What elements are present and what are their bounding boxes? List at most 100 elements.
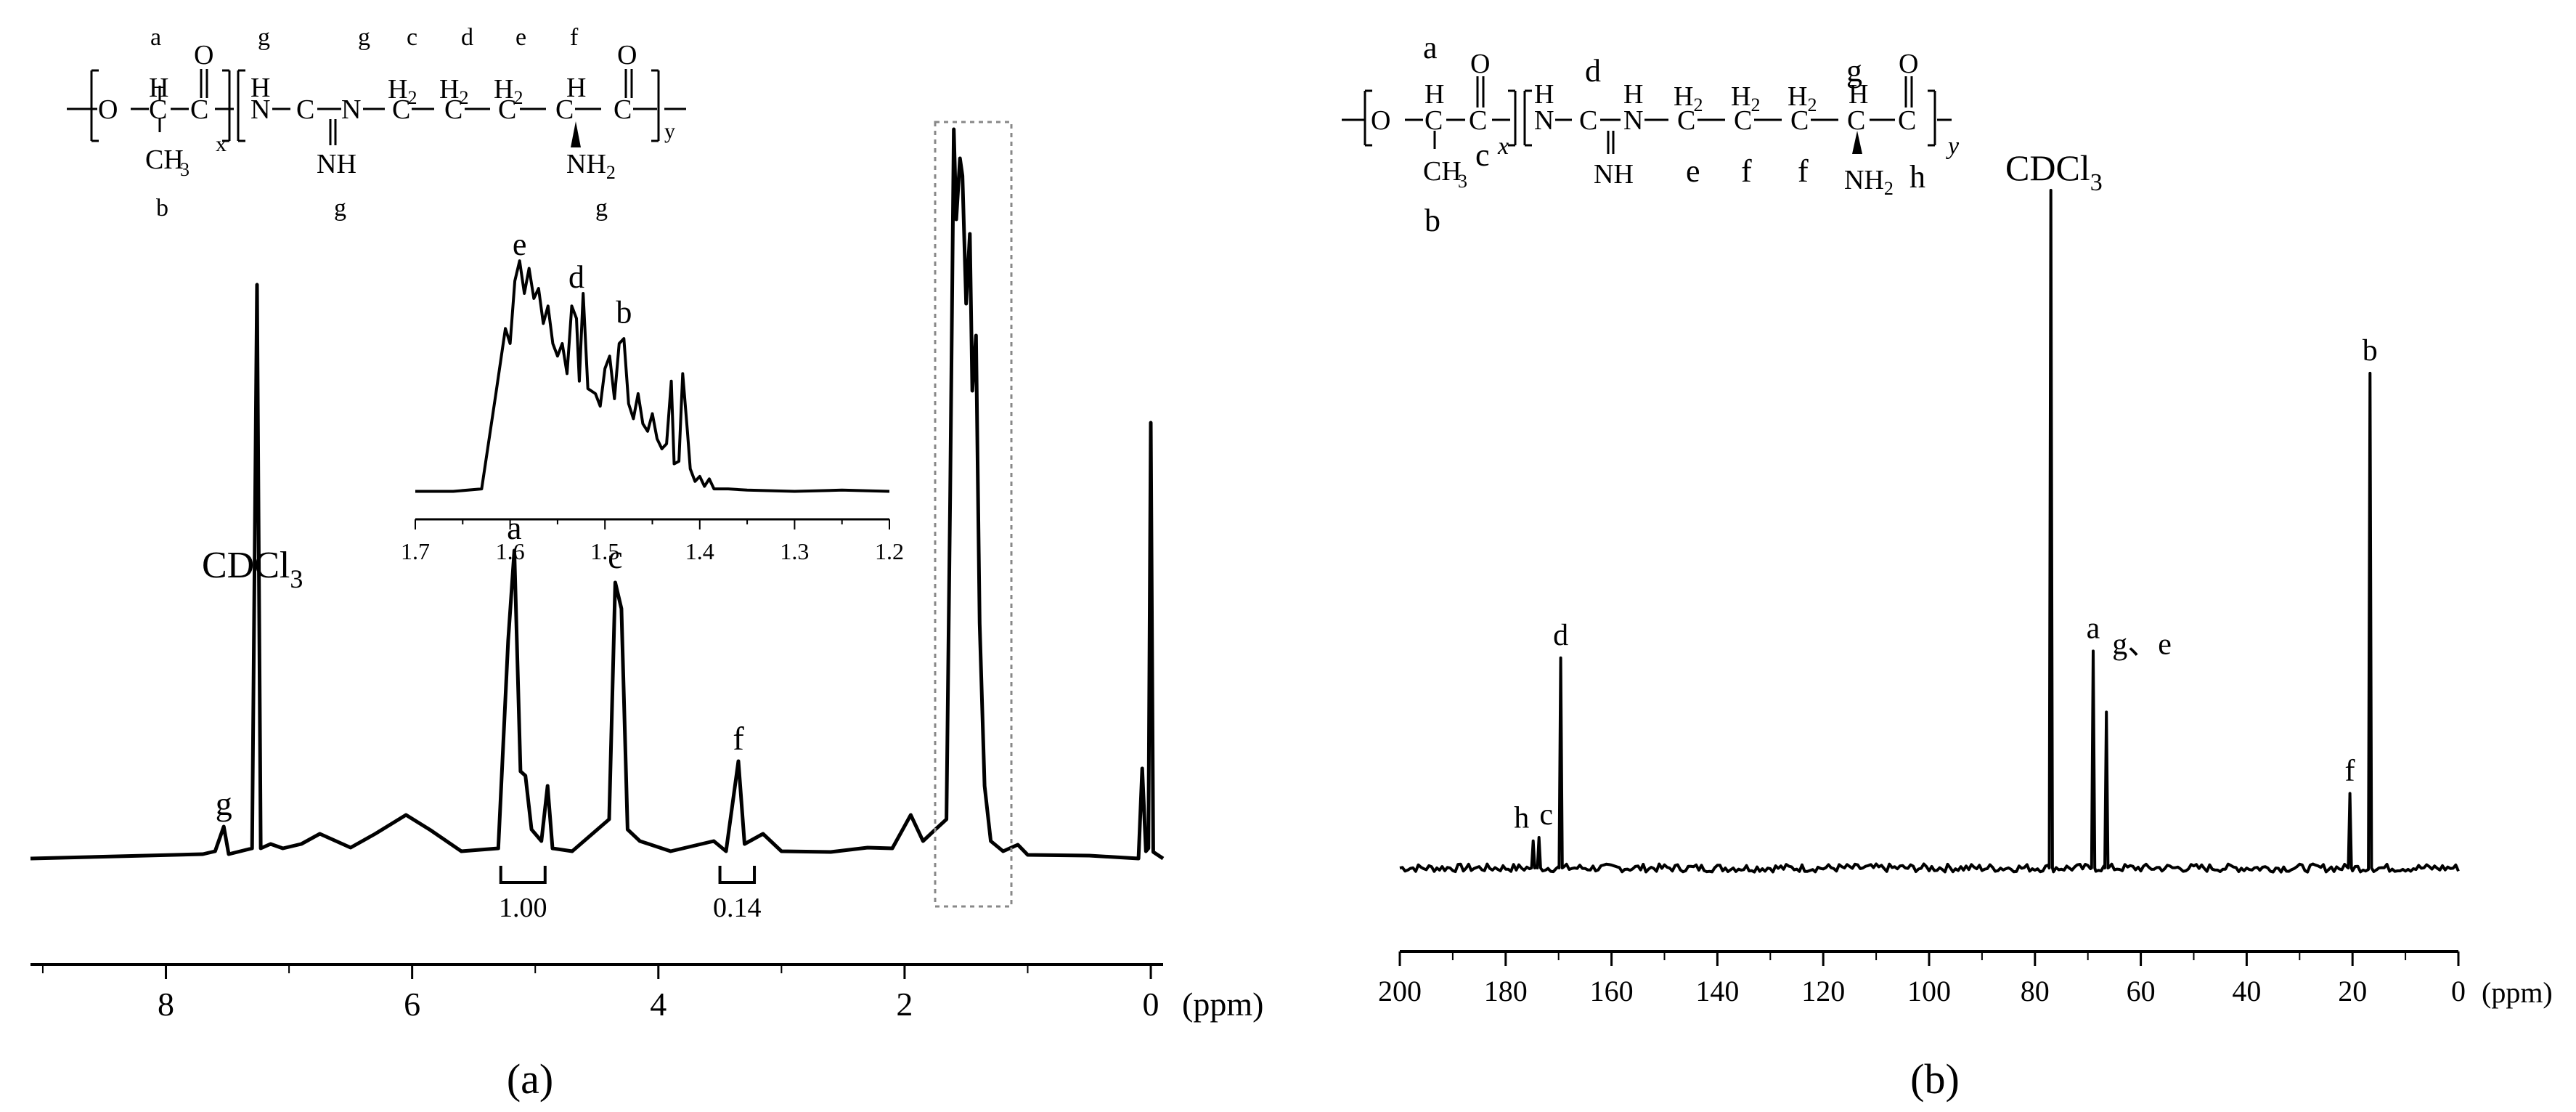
panel-a-atom-c: C [614, 94, 632, 125]
panel-b-atom-c: C [1469, 105, 1487, 136]
panel-b-h2-3: H2 [1788, 81, 1817, 115]
panel-b-tick-label: 120 [1801, 975, 1845, 1007]
panel-b-atom-n: N [1623, 105, 1643, 136]
panel-a-atom-c: C [149, 94, 167, 125]
panel-a-inset-spectrum-line [415, 259, 890, 493]
panel-a-inset: 1.7 1.6 1.5 1.4 1.3 1.2 e db [401, 227, 904, 564]
panel-a-h2-3: H2 [494, 74, 523, 108]
panel-b-ch3-sub: 3 [1458, 171, 1467, 192]
panel-a-integrals: 1.00 0.14 [499, 866, 762, 923]
panel-b-atom-o: O [1371, 105, 1390, 136]
panel-a-inset-peak-label-e: e [513, 227, 527, 262]
panel-b-peak-label: f [2345, 754, 2355, 787]
panel-a-nh: NH [317, 149, 356, 179]
panel-a-h2-1: H2 [388, 74, 417, 108]
panel-a-h2-2: H2 [439, 74, 468, 108]
panel-b-atom-o: O [1899, 49, 1918, 79]
panel-a-label-e: e [515, 24, 526, 51]
panel-a-wedge-bond [571, 121, 581, 147]
panel-a-structure-lines [67, 69, 686, 145]
panel-a-label-g: g [334, 195, 346, 222]
panel-b-tick-label: 0 [2451, 975, 2466, 1007]
panel-b-peak-label: a [2087, 612, 2100, 645]
panel-b-tick-label: 100 [1907, 975, 1951, 1007]
panel-a-nh2: NH2 [566, 149, 616, 183]
panel-b-atom-n: N [1534, 105, 1554, 136]
panel-a-atom-c: C [555, 94, 574, 125]
panel-b-atom-c: C [1898, 105, 1916, 136]
panel-b-tick-label: 180 [1484, 975, 1528, 1007]
panel-b-peak-labels: h c d a g、e f b [1514, 334, 2378, 835]
panel-a-tick-label: 8 [158, 986, 174, 1023]
panel-a-inset-peak-label-d: d [568, 259, 584, 295]
panel-a-panel-label: (a) [507, 1055, 553, 1103]
panel-b-y-subscript: y [1946, 133, 1960, 160]
panel-a-integral-bracket [718, 866, 757, 884]
panel-b-nh: NH [1594, 159, 1634, 190]
panel-a-tick-label: 4 [650, 986, 667, 1023]
panel-b-chemical-structure: O H C C O CH 3 x H N C NH H N H2 C H2 C … [1342, 30, 1960, 238]
panel-b-atom-c: C [1790, 105, 1809, 136]
panel-b-tick-label: 20 [2338, 975, 2367, 1007]
panel-b-spectrum-line [1399, 189, 2460, 874]
panel-b-atom-c: C [1847, 105, 1865, 136]
panel-a-inset-tick-label: 1.3 [780, 538, 809, 564]
panel-b-label-f: f [1741, 153, 1752, 189]
panel-b-13c-nmr: O H C C O CH 3 x H N C NH H N H2 C H2 C … [1342, 30, 2553, 1103]
panel-a-atom-c: C [190, 94, 208, 125]
panel-b-peak-label: d [1553, 619, 1568, 652]
panel-a-label-g: g [258, 24, 270, 51]
panel-a-ch3: CH [145, 145, 184, 175]
panel-a-cdcl3-label: CDCl3 [202, 545, 303, 593]
panel-b-atom-c: C [1579, 105, 1597, 136]
panel-a-x-ticks: 8 6 4 2 0 [41, 965, 1159, 1023]
panel-b-structure-lines [1342, 76, 1952, 154]
panel-b-peak-label: h [1514, 802, 1529, 835]
panel-a-label-g: g [358, 24, 370, 51]
panel-a-integral-value: 0.14 [713, 893, 762, 923]
panel-b-wedge-bond [1852, 131, 1862, 154]
panel-b-peak-label: c [1539, 798, 1553, 832]
panel-a-x-unit: (ppm) [1182, 986, 1263, 1023]
panel-a-atom-n: N [341, 94, 361, 125]
panel-a-label-d: d [461, 24, 473, 51]
panel-b-tick-label: 160 [1590, 975, 1634, 1007]
panel-b-x-subscript: x [1497, 133, 1509, 160]
panel-b-panel-label: (b) [1910, 1055, 1960, 1103]
panel-a-inset-peak-labels: e db [513, 227, 632, 330]
panel-b-x-ticks: 200 180 160 140 120 100 80 60 40 20 0 [1378, 951, 2466, 1007]
panel-b-atom-h: H [1534, 79, 1554, 110]
panel-a-atom-h: H [149, 73, 168, 103]
panel-a-atom-c: C [392, 94, 410, 125]
panel-b-cdcl3-label: CDCl3 [2005, 147, 2103, 196]
panel-a-inset-peak-label-b: b [616, 294, 632, 330]
panel-b-peak-label: g、e [2112, 628, 2172, 661]
panel-a-inset-tick-label: 1.5 [590, 538, 619, 564]
panel-a-atom-o: O [98, 94, 118, 125]
panel-a-atom-c: C [296, 94, 314, 125]
panel-a-inset-tick-label: 1.4 [685, 538, 714, 564]
panel-a-label-g: g [595, 195, 608, 222]
panel-a-ch3-sub: 3 [180, 159, 189, 180]
panel-b-tick-label: 200 [1378, 975, 1422, 1007]
panel-b-atom-h: H [1623, 79, 1643, 110]
panel-b-atom-o: O [1470, 49, 1490, 79]
panel-a-label-a: a [150, 24, 161, 51]
panel-a-y-subscript: y [664, 119, 675, 143]
panel-a-atom-o: O [194, 40, 213, 70]
panel-a-tick-label: 0 [1143, 986, 1159, 1023]
panel-a-peak-label-g: g [216, 785, 232, 822]
panel-b-label-b: b [1424, 203, 1440, 238]
panel-b-tick-label: 80 [2021, 975, 2050, 1007]
panel-b-nh2: NH2 [1844, 165, 1894, 199]
panel-a-tick-label: 6 [404, 986, 420, 1023]
panel-a-spectrum-line [30, 127, 1165, 861]
panel-b-atom-h: H [1849, 79, 1868, 110]
panel-a-zoom-box [934, 121, 1013, 908]
panel-b-label-h: h [1909, 159, 1925, 195]
panel-b-label-c: c [1475, 137, 1490, 173]
panel-a-inset-x-ticks: 1.7 1.6 1.5 1.4 1.3 1.2 [401, 519, 904, 564]
panel-b-label-a: a [1423, 30, 1438, 65]
panel-b-atom-c: C [1677, 105, 1695, 136]
